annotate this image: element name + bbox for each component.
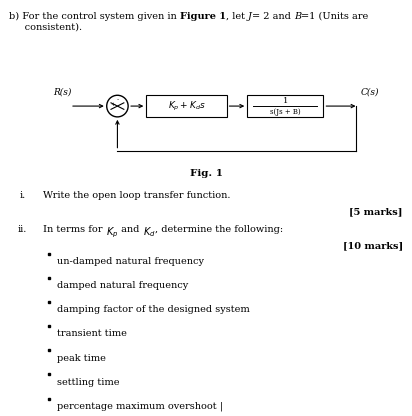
Text: J: J <box>248 12 252 21</box>
Text: consistent).: consistent). <box>9 22 82 32</box>
Text: percentage maximum overshoot |: percentage maximum overshoot | <box>57 402 223 411</box>
Text: = 2 and: = 2 and <box>252 12 294 21</box>
Text: R(s): R(s) <box>54 88 72 97</box>
Text: transient time: transient time <box>57 329 127 339</box>
Text: damped natural frequency: damped natural frequency <box>57 281 188 290</box>
Text: damping factor of the designed system: damping factor of the designed system <box>57 305 250 314</box>
Text: C(s): C(s) <box>360 88 379 97</box>
Text: , let: , let <box>226 12 248 21</box>
FancyBboxPatch shape <box>247 95 323 117</box>
Text: s(Js + B): s(Js + B) <box>270 108 301 116</box>
Text: ii.: ii. <box>17 225 27 235</box>
Text: =1 (Units are: =1 (Units are <box>301 12 368 21</box>
Text: 1: 1 <box>283 97 288 105</box>
Text: [10 marks]: [10 marks] <box>343 241 403 250</box>
Text: $K_d$: $K_d$ <box>143 225 155 239</box>
FancyBboxPatch shape <box>146 95 227 117</box>
Text: i.: i. <box>20 191 26 201</box>
Text: -: - <box>116 98 119 103</box>
Text: $K_p$: $K_p$ <box>106 225 118 240</box>
Text: settling time: settling time <box>57 378 119 387</box>
Text: +: + <box>110 102 115 107</box>
Text: peak time: peak time <box>57 354 106 363</box>
Text: Fig. 1: Fig. 1 <box>190 169 222 178</box>
Text: , determine the following:: , determine the following: <box>155 225 283 235</box>
Text: and: and <box>118 225 143 235</box>
Text: Write the open loop transfer function.: Write the open loop transfer function. <box>43 191 231 201</box>
Text: b) For the control system given in: b) For the control system given in <box>9 12 180 21</box>
Text: B: B <box>294 12 301 21</box>
Text: un-damped natural frequency: un-damped natural frequency <box>57 257 204 266</box>
Text: In terms for: In terms for <box>43 225 106 235</box>
Text: $K_p + K_d s$: $K_p + K_d s$ <box>168 99 205 113</box>
Text: Figure 1: Figure 1 <box>180 12 226 21</box>
Text: [5 marks]: [5 marks] <box>349 207 403 216</box>
